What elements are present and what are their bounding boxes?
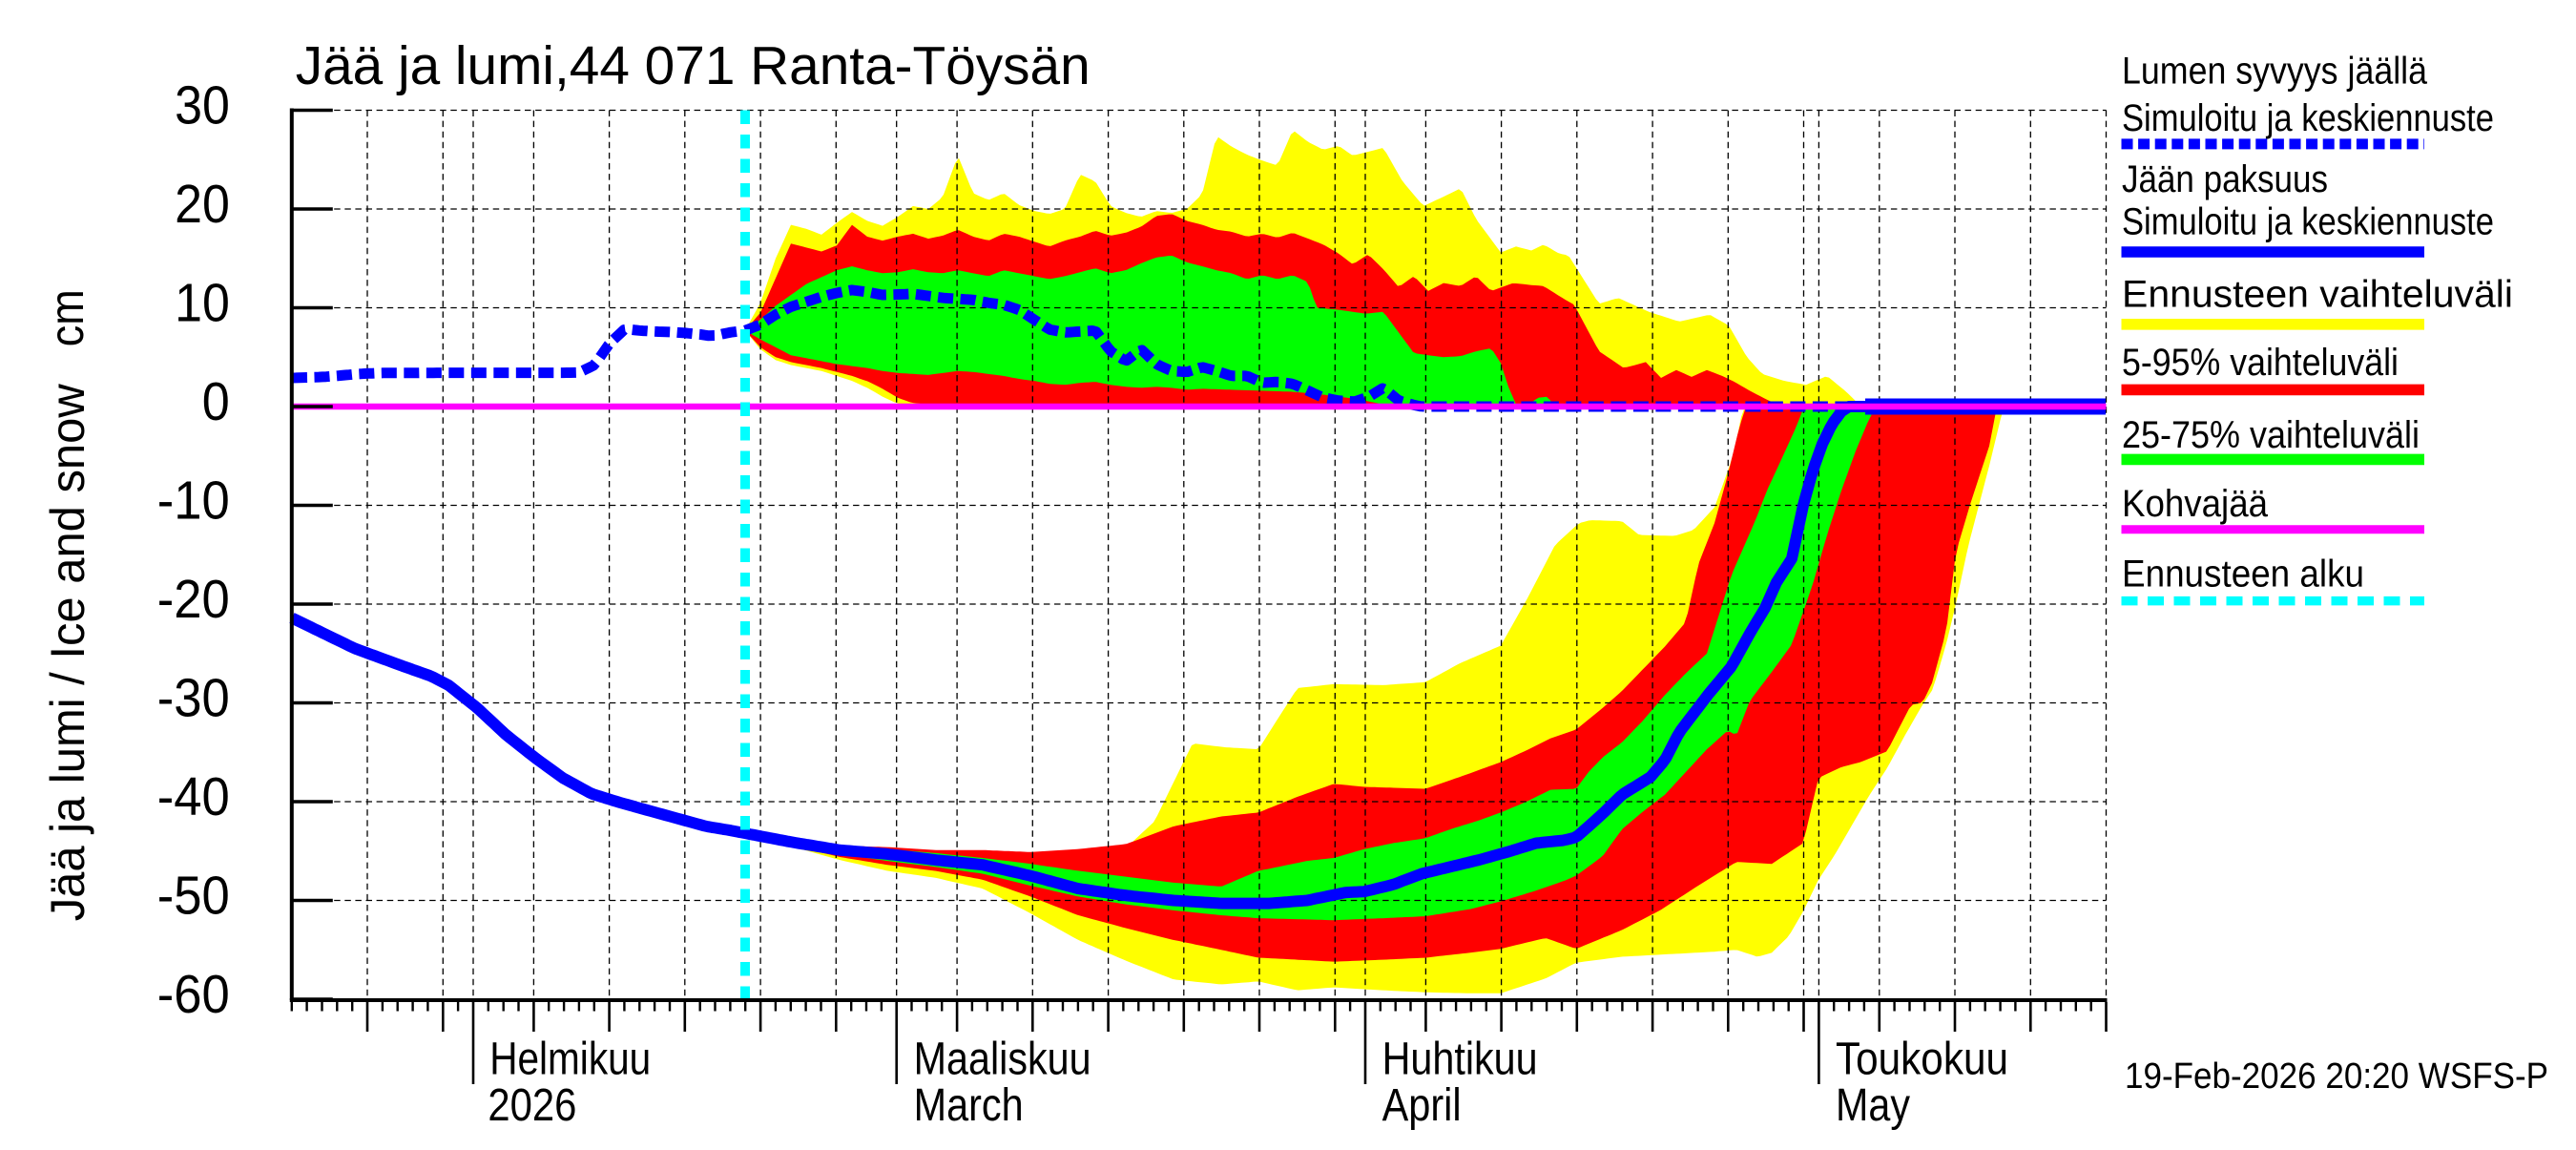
svg-text:Lumen syvyys jäällä: Lumen syvyys jäällä xyxy=(2122,51,2428,93)
svg-text:Toukokuu: Toukokuu xyxy=(1836,1035,2008,1085)
svg-text:Simuloitu ja keskiennuste: Simuloitu ja keskiennuste xyxy=(2122,97,2494,139)
svg-text:Jää ja lumi,44 071 Ranta-Töysä: Jää ja lumi,44 071 Ranta-Töysän xyxy=(296,35,1091,96)
svg-text:Ennusteen alku: Ennusteen alku xyxy=(2122,553,2364,595)
svg-text:Kohvajää: Kohvajää xyxy=(2122,483,2269,525)
svg-text:Maaliskuu: Maaliskuu xyxy=(914,1035,1091,1085)
svg-text:-40: -40 xyxy=(157,766,230,827)
svg-text:0: 0 xyxy=(202,371,230,432)
svg-text:May: May xyxy=(1836,1080,1910,1131)
svg-text:-20: -20 xyxy=(157,569,230,630)
svg-text:Helmikuu: Helmikuu xyxy=(489,1035,651,1085)
svg-text:5-95% vaihteluväli: 5-95% vaihteluväli xyxy=(2122,342,2399,384)
svg-text:19-Feb-2026 20:20 WSFS-P: 19-Feb-2026 20:20 WSFS-P xyxy=(2125,1056,2548,1097)
svg-text:Simuloitu ja keskiennuste: Simuloitu ja keskiennuste xyxy=(2122,201,2494,243)
svg-text:April: April xyxy=(1382,1080,1462,1131)
svg-text:Ennusteen vaihteluväli: Ennusteen vaihteluväli xyxy=(2122,273,2513,315)
svg-text:-10: -10 xyxy=(157,470,230,532)
svg-text:10: 10 xyxy=(175,273,230,334)
svg-text:Huhtikuu: Huhtikuu xyxy=(1382,1035,1538,1085)
svg-text:-30: -30 xyxy=(157,668,230,729)
svg-text:20: 20 xyxy=(175,174,230,235)
svg-text:Jään paksuus: Jään paksuus xyxy=(2122,158,2328,200)
svg-text:Jää ja lumi / Ice and snow: Jää ja lumi / Ice and snow xyxy=(41,383,94,921)
svg-text:25-75% vaihteluväli: 25-75% vaihteluväli xyxy=(2122,414,2420,456)
svg-text:-50: -50 xyxy=(157,866,230,927)
svg-text:cm: cm xyxy=(40,289,93,346)
svg-text:March: March xyxy=(914,1080,1024,1131)
svg-text:30: 30 xyxy=(175,75,230,136)
svg-text:-60: -60 xyxy=(157,964,230,1025)
svg-text:2026: 2026 xyxy=(488,1080,576,1131)
